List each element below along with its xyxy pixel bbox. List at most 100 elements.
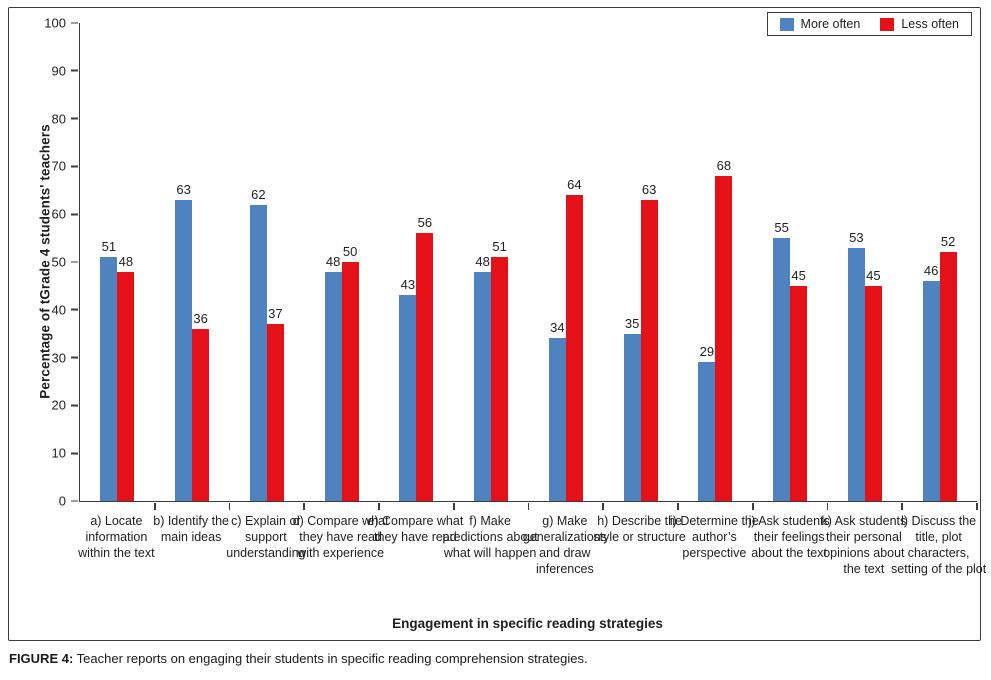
- category-label: h) Describe the style or structure: [593, 514, 686, 544]
- y-tick-label: 70: [51, 158, 66, 174]
- bar-more-often: [623, 333, 641, 501]
- bar-more-often: [548, 338, 566, 501]
- bar-less-often: [715, 175, 733, 501]
- barwrap: 45: [864, 268, 882, 501]
- bar-more-often: [249, 204, 267, 501]
- barwrap: 50: [341, 244, 359, 501]
- y-tick-30: 30: [30, 350, 78, 365]
- barwrap: 43: [399, 277, 417, 501]
- x-tick-mark: [153, 502, 156, 510]
- bar-less-often: [266, 324, 284, 501]
- bar-value-label: 50: [342, 244, 358, 259]
- y-tick-50: 50: [30, 255, 78, 270]
- x-tick-mark: [751, 502, 754, 510]
- barwrap: 51: [100, 239, 118, 501]
- bar-more-often: [100, 257, 118, 501]
- y-tick-70: 70: [30, 159, 78, 174]
- bar-less-often: [790, 285, 808, 501]
- category-label: a) Locate information within the text: [78, 514, 155, 560]
- x-tick-mark: [228, 502, 231, 510]
- plot-area: 0 10 20 30 40 50 60 70 80 90 100 51 48 63 36 62 37 48 50 4…: [44, 16, 978, 510]
- x-tick-mark: [901, 502, 904, 510]
- barwrap: 36: [192, 311, 210, 501]
- bar-value-label: 48: [325, 253, 341, 269]
- bar-more-often: [847, 247, 865, 501]
- bar-less-often: [117, 271, 135, 501]
- bar-group-l: 46 52: [902, 23, 978, 510]
- y-tick-mark: [71, 165, 78, 168]
- bar-value-label: 63: [176, 181, 191, 197]
- y-tick-label: 40: [51, 302, 66, 318]
- figure-caption: FIGURE 4: Teacher reports on engaging th…: [9, 651, 588, 666]
- y-tick-label: 30: [51, 350, 66, 366]
- barwrap: 64: [565, 177, 583, 501]
- barwrap: 53: [847, 230, 865, 501]
- bar-more-often: [698, 362, 716, 501]
- y-tick-mark: [71, 356, 78, 359]
- y-tick-label: 50: [51, 254, 66, 270]
- bar-more-often: [399, 295, 417, 501]
- category-label: d) Compare what they have read with expe…: [292, 514, 389, 560]
- x-tick-mark: [452, 502, 455, 510]
- category-label: g) Make generalizations and draw inferen…: [522, 514, 607, 576]
- x-tick-mark: [976, 502, 978, 510]
- y-tick-mark: [71, 404, 78, 407]
- barwrap: 34: [548, 320, 566, 501]
- x-tick-mark: [527, 502, 530, 510]
- y-tick-10: 10: [30, 446, 78, 461]
- bar-group-k: 53 45: [828, 23, 904, 510]
- bar-value-label: 53: [849, 229, 864, 245]
- bar-group-e: 43 56: [379, 23, 455, 510]
- barwrap: 48: [324, 254, 342, 501]
- category-label: b) Identify the main ideas: [153, 514, 229, 544]
- bar-group-a: 51 48: [80, 23, 156, 510]
- bar-group-f: 48 51: [454, 23, 530, 510]
- y-tick-100: 100: [30, 16, 78, 31]
- bar-value-label: 34: [550, 320, 565, 336]
- bar-value-label: 55: [774, 220, 789, 236]
- y-tick-label: 90: [51, 63, 66, 79]
- barwrap: 55: [773, 220, 791, 501]
- bar-value-label: 56: [417, 215, 433, 231]
- bar-less-often: [640, 199, 658, 501]
- y-tick-90: 90: [30, 63, 78, 78]
- x-axis-title: Engagement in specific reading strategie…: [392, 616, 663, 631]
- y-tick-mark: [71, 308, 78, 311]
- bar-group-b: 63 36: [155, 23, 231, 510]
- y-tick-20: 20: [30, 398, 78, 413]
- legend-label: Less often: [901, 17, 959, 31]
- bar-value-label: 37: [268, 306, 283, 322]
- barwrap: 62: [249, 187, 267, 501]
- bar-value-label: 45: [791, 267, 806, 283]
- bar-group-c: 62 37: [230, 23, 306, 510]
- bar-less-often: [192, 328, 210, 501]
- bar-less-often: [491, 257, 509, 501]
- x-tick-mark: [378, 502, 380, 510]
- legend-item-more-often: More often: [779, 17, 860, 31]
- category-label: i) Determine the author’s perspective: [669, 514, 759, 560]
- category-label: f) Make predictions about what will happ…: [442, 514, 538, 560]
- barwrap: 46: [922, 263, 940, 501]
- y-tick-mark: [71, 117, 78, 120]
- bar-value-label: 64: [567, 177, 582, 193]
- barwrap: 29: [698, 344, 716, 501]
- x-tick-mark: [826, 502, 829, 510]
- bar-less-often: [565, 195, 583, 501]
- bar-group-d: 48 50: [304, 23, 380, 510]
- bar-value-label: 63: [641, 181, 657, 197]
- bar-more-often: [324, 271, 342, 501]
- barwrap: 45: [790, 268, 808, 501]
- bar-value-label: 68: [716, 157, 732, 173]
- y-tick-mark: [71, 69, 78, 72]
- bar-value-label: 48: [475, 253, 490, 269]
- category-label: l) Discuss the title, plot characters, s…: [891, 514, 987, 576]
- legend-swatch-more-often: [779, 17, 794, 31]
- barwrap: 68: [715, 158, 733, 501]
- x-axis-category-labels: a) Locate information within the text b) …: [78, 513, 986, 577]
- bar-value-label: 43: [400, 277, 416, 293]
- bar-value-label: 45: [866, 267, 881, 283]
- barwrap: 63: [175, 182, 193, 501]
- category-label: c) Explain or support understanding: [226, 514, 306, 560]
- x-tick-mark: [602, 502, 605, 510]
- legend-swatch-less-often: [880, 17, 895, 31]
